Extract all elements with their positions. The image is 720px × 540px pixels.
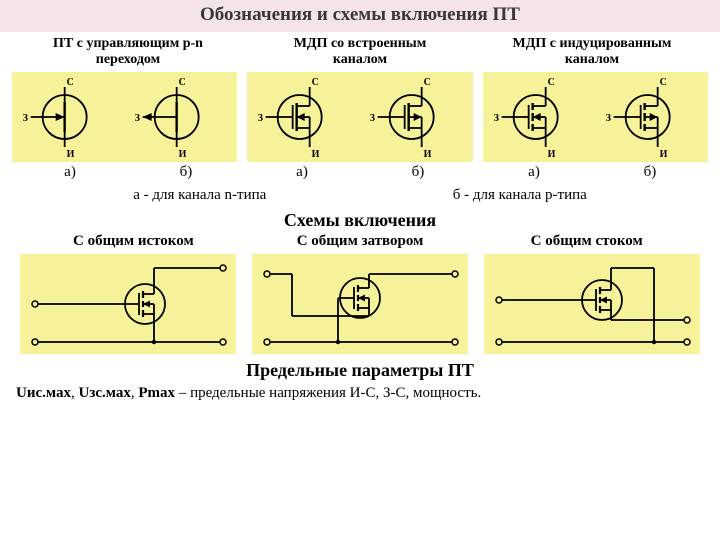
svg-text:С: С	[424, 77, 431, 88]
symbol-panels: С И З С И З	[0, 68, 720, 162]
label-enhancement-mosfet: МДП с индуцированнымканалом	[476, 36, 708, 68]
cs-svg	[20, 254, 236, 354]
cd-svg	[484, 254, 700, 354]
panel-jfet: С И З С И З	[12, 72, 237, 162]
label-common-gate: С общим затвором	[247, 233, 474, 250]
panel-depletion-mosfet: С И З С И З	[247, 72, 472, 162]
svg-text:С: С	[547, 77, 554, 88]
svg-text:С: С	[312, 77, 319, 88]
panel-enhancement-mosfet: С И З С И З	[483, 72, 708, 162]
svg-text:З: З	[135, 113, 140, 124]
panel-common-drain	[484, 254, 700, 354]
legend-p-channel: б - для канала p-типа	[453, 187, 587, 204]
label-jfet: ПТ с управляющим p-nпереходом	[12, 36, 244, 68]
configuration-labels: С общим истоком С общим затвором С общим…	[0, 231, 720, 250]
svg-text:И: И	[424, 149, 432, 160]
svg-text:С: С	[659, 77, 666, 88]
section-limits: Предельные параметры ПТ	[0, 354, 720, 381]
label-common-source: С общим истоком	[20, 233, 247, 250]
limits-text: Uис.мах, Uзс.мах, Рmax – предельные напр…	[0, 381, 720, 402]
svg-text:И: И	[67, 149, 75, 160]
svg-text:З: З	[370, 113, 375, 124]
svg-text:З: З	[23, 113, 28, 124]
configuration-panels	[0, 250, 720, 354]
depletion-svg: С И З С И З	[247, 72, 472, 162]
jfet-svg: С И З С И З	[12, 72, 237, 162]
svg-text:З: З	[605, 113, 610, 124]
svg-text:С: С	[67, 77, 74, 88]
cg-svg	[252, 254, 468, 354]
svg-text:И: И	[659, 149, 667, 160]
enhancement-svg: С И З С И З	[483, 72, 708, 162]
panel-common-source	[20, 254, 236, 354]
svg-text:И: И	[547, 149, 555, 160]
section-configurations: Схемы включения	[0, 204, 720, 231]
label-common-drain: С общим стоком	[473, 233, 700, 250]
svg-text:И: И	[312, 149, 320, 160]
panel-common-gate	[252, 254, 468, 354]
symbol-type-labels: ПТ с управляющим p-nпереходом МДП со вст…	[0, 32, 720, 68]
ab-labels: а)б) а)б) а)б)	[0, 162, 720, 181]
legend-n-channel: а - для канала n-типа	[133, 187, 266, 204]
svg-text:С: С	[179, 77, 186, 88]
svg-text:З: З	[258, 113, 263, 124]
label-depletion-mosfet: МДП со встроеннымканалом	[244, 36, 476, 68]
page-title: Обозначения и схемы включения ПТ	[0, 0, 720, 32]
channel-legend: а - для канала n-типа б - для канала p-т…	[0, 181, 720, 204]
svg-text:З: З	[493, 113, 498, 124]
svg-text:И: И	[179, 149, 187, 160]
